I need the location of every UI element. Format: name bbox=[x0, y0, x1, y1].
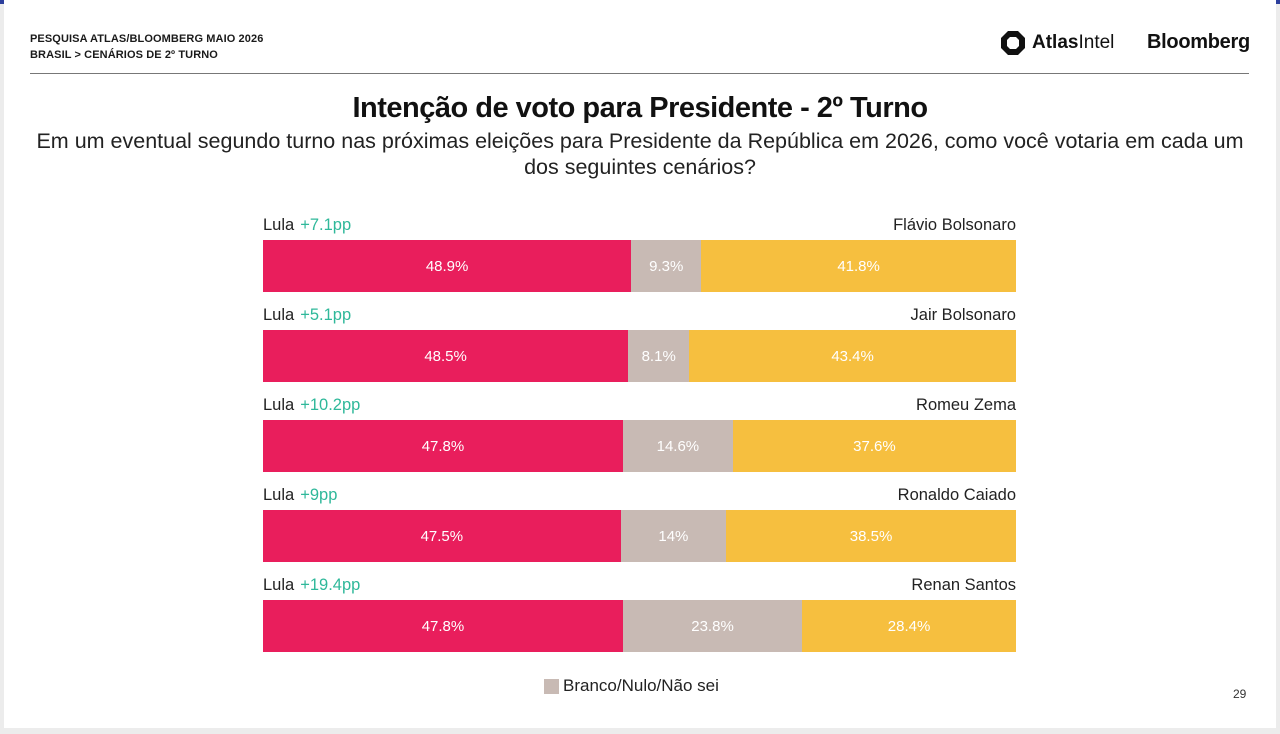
bar-value-label: 41.8% bbox=[837, 257, 880, 275]
bar-lula: 47.5% bbox=[263, 510, 621, 562]
scenario-row: Lula +10.2pp Romeu Zema 47.8% 14.6% 37.6% bbox=[263, 396, 1016, 476]
scenario-row: Lula +5.1pp Jair Bolsonaro 48.5% 8.1% 43.4% bbox=[263, 306, 1016, 386]
stacked-bar: 47.8% 23.8% 28.4% bbox=[263, 600, 1016, 652]
stacked-bar: 48.9% 9.3% 41.8% bbox=[263, 240, 1016, 292]
lead-margin: +5.1pp bbox=[300, 306, 352, 324]
atlas-octagon-icon bbox=[1001, 31, 1025, 55]
bar-value-label: 14% bbox=[658, 527, 689, 545]
left-candidate-name: Lula bbox=[263, 576, 295, 594]
scenario-row: Lula +7.1pp Flávio Bolsonaro 48.9% 9.3% 41.8% bbox=[263, 216, 1016, 296]
bar-branco-nulo: 14% bbox=[620, 510, 727, 562]
bar-opponent: 38.5% bbox=[726, 510, 1016, 562]
atlasintel-wordmark: AtlasIntel bbox=[1032, 32, 1115, 53]
bar-opponent: 28.4% bbox=[802, 600, 1016, 652]
opponent-name: Ronaldo Caiado bbox=[897, 486, 1016, 504]
left-candidate-name: Lula bbox=[263, 486, 295, 504]
page-number: 29 bbox=[1233, 687, 1247, 701]
bar-opponent: 41.8% bbox=[701, 240, 1016, 292]
bloomberg-logo: Bloomberg bbox=[1147, 31, 1250, 53]
bar-value-label: 38.5% bbox=[849, 527, 893, 545]
scenario-row: Lula +19.4pp Renan Santos 47.8% 23.8% 28.4% bbox=[263, 576, 1016, 656]
bar-opponent: 37.6% bbox=[732, 420, 1016, 472]
left-candidate-name: Lula bbox=[263, 306, 295, 324]
breadcrumb: BRASIL > CENÁRIOS DE 2º TURNO bbox=[30, 49, 218, 61]
atlasintel-logo: AtlasIntel bbox=[1000, 30, 1114, 56]
slide-meta: PESQUISA ATLAS/BLOOMBERG MAIO 2026 BRASI… bbox=[30, 31, 263, 63]
bar-value-label: 47.5% bbox=[420, 527, 464, 545]
bar-value-label: 48.9% bbox=[425, 257, 469, 275]
left-candidate-label: Lula +10.2pp bbox=[263, 396, 360, 415]
chart-legend: Branco/Nulo/Não sei bbox=[544, 676, 719, 696]
slide: PESQUISA ATLAS/BLOOMBERG MAIO 2026 BRASI… bbox=[4, 0, 1276, 728]
legend-label: Branco/Nulo/Não sei bbox=[563, 676, 719, 695]
opponent-name: Renan Santos bbox=[911, 576, 1016, 594]
bar-value-label: 14.6% bbox=[656, 437, 700, 455]
opponent-name: Flávio Bolsonaro bbox=[893, 216, 1016, 234]
bar-lula: 48.9% bbox=[263, 240, 632, 292]
bar-lula: 47.8% bbox=[263, 420, 623, 472]
opponent-name: Jair Bolsonaro bbox=[910, 306, 1016, 324]
lead-margin: +19.4pp bbox=[300, 576, 361, 594]
bar-branco-nulo: 8.1% bbox=[628, 330, 690, 382]
chart-title: Intenção de voto para Presidente - 2º Tu… bbox=[352, 92, 928, 124]
bar-value-label: 48.5% bbox=[424, 347, 467, 365]
bar-value-label: 8.1% bbox=[641, 347, 676, 365]
bar-lula: 47.8% bbox=[263, 600, 623, 652]
stacked-bar: 47.5% 14% 38.5% bbox=[263, 510, 1016, 562]
bar-value-label: 43.4% bbox=[831, 347, 874, 365]
survey-label: PESQUISA ATLAS/BLOOMBERG MAIO 2026 bbox=[30, 33, 264, 45]
stacked-bar: 48.5% 8.1% 43.4% bbox=[263, 330, 1016, 382]
stacked-bar: 47.8% 14.6% 37.6% bbox=[263, 420, 1016, 472]
bar-opponent: 43.4% bbox=[689, 330, 1016, 382]
left-candidate-label: Lula +5.1pp bbox=[263, 306, 351, 325]
bar-value-label: 9.3% bbox=[649, 257, 684, 275]
lead-margin: +7.1pp bbox=[300, 216, 352, 234]
bar-branco-nulo: 9.3% bbox=[631, 240, 702, 292]
bar-value-label: 28.4% bbox=[887, 617, 931, 635]
left-candidate-name: Lula bbox=[263, 396, 295, 414]
lead-margin: +9pp bbox=[300, 486, 338, 504]
scenario-row: Lula +9pp Ronaldo Caiado 47.5% 14% 38.5% bbox=[263, 486, 1016, 566]
legend-swatch bbox=[544, 678, 559, 694]
left-candidate-label: Lula +19.4pp bbox=[263, 576, 360, 595]
chart-subtitle: Em um eventual segundo turno nas próxima… bbox=[36, 129, 1244, 179]
left-candidate-label: Lula +7.1pp bbox=[263, 216, 351, 235]
bar-value-label: 37.6% bbox=[853, 437, 896, 455]
bar-value-label: 23.8% bbox=[691, 617, 734, 635]
left-candidate-name: Lula bbox=[263, 216, 295, 234]
bar-branco-nulo: 23.8% bbox=[622, 600, 803, 652]
opponent-name: Romeu Zema bbox=[916, 396, 1016, 414]
lead-margin: +10.2pp bbox=[300, 396, 361, 414]
left-candidate-label: Lula +9pp bbox=[263, 486, 337, 505]
bar-value-label: 47.8% bbox=[421, 437, 465, 455]
bar-lula: 48.5% bbox=[263, 330, 629, 382]
bar-value-label: 47.8% bbox=[421, 617, 465, 635]
header-divider bbox=[30, 73, 1249, 74]
bar-branco-nulo: 14.6% bbox=[622, 420, 733, 472]
